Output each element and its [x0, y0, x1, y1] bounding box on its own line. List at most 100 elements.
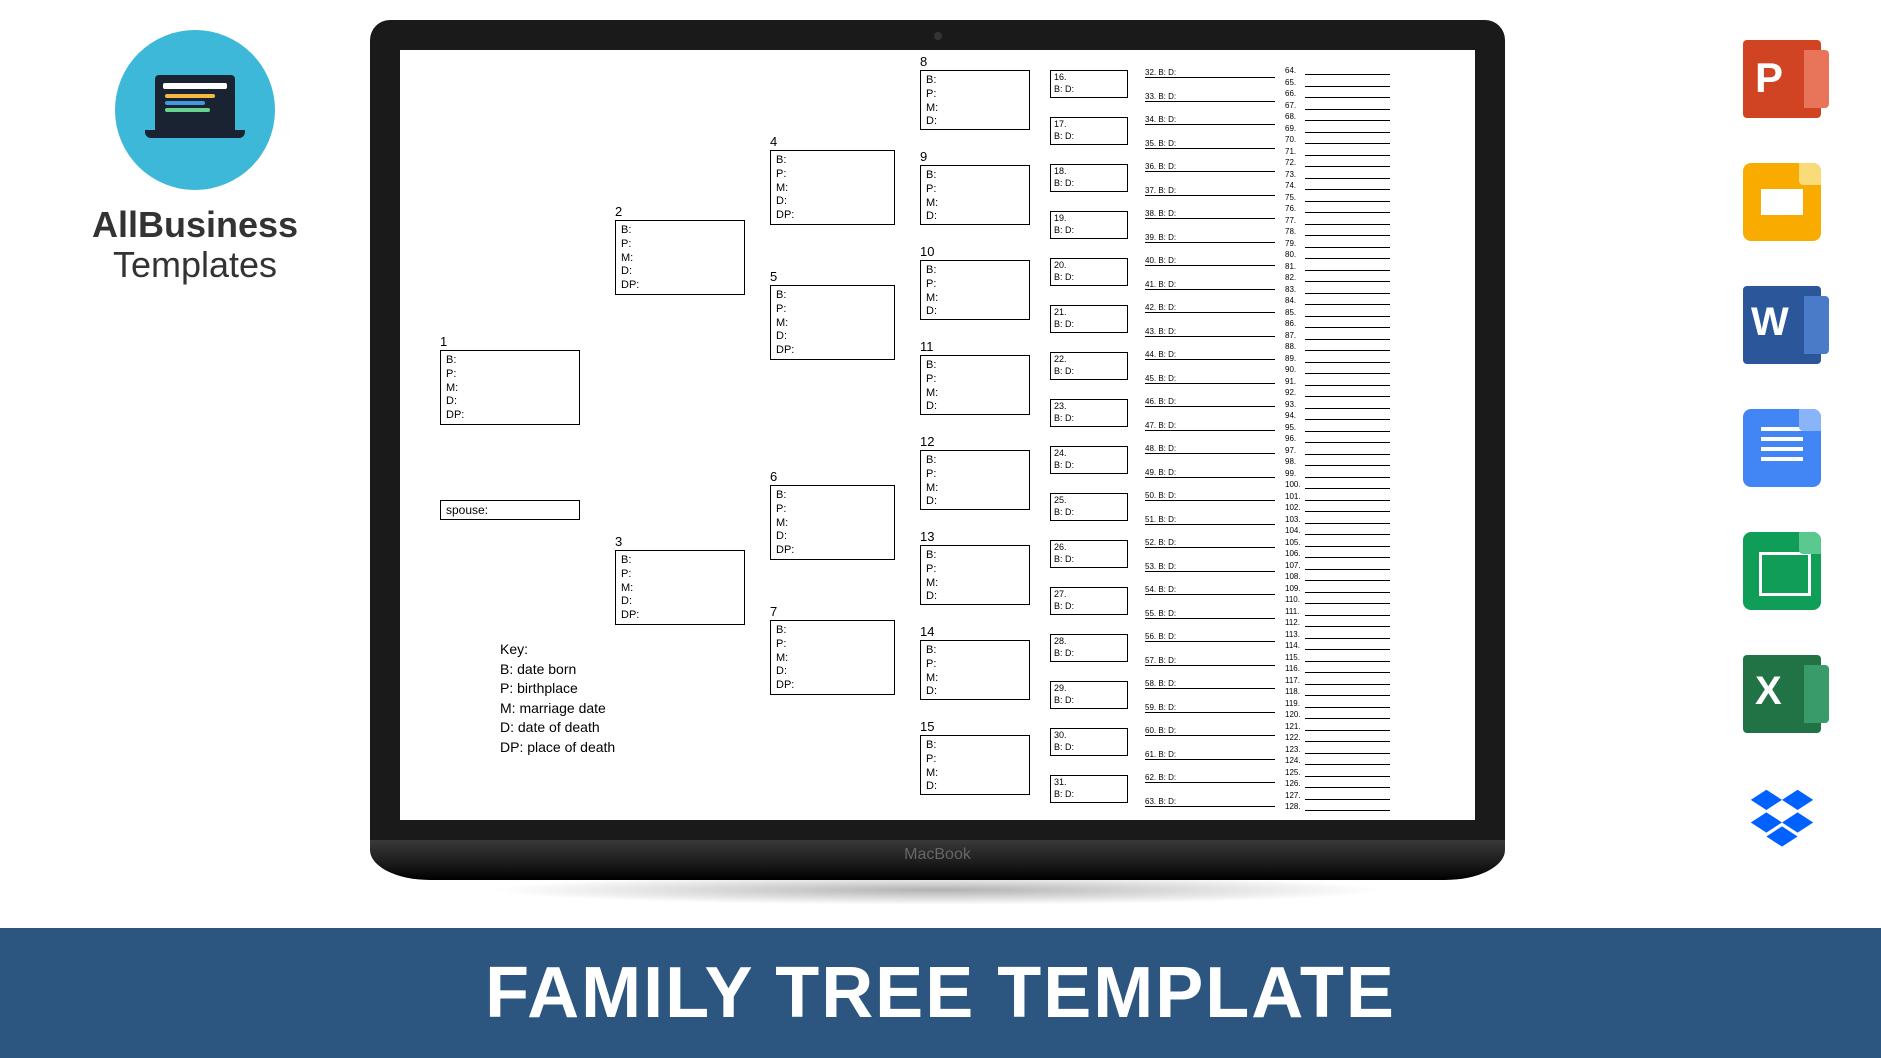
tree-gen7-number: 83. — [1285, 285, 1296, 294]
tree-gen7-line — [1305, 465, 1390, 466]
tree-node: B: P: M: D: DP: — [615, 550, 745, 625]
tree-gen7-line — [1305, 419, 1390, 420]
google-sheets-icon[interactable] — [1743, 532, 1821, 610]
tree-gen7-line — [1305, 546, 1390, 547]
tree-gen7-number: 96. — [1285, 434, 1296, 443]
tree-gen7-line — [1305, 327, 1390, 328]
tree-gen6-row: 48. B: D: — [1145, 444, 1275, 454]
logo-text: AllBusiness Templates — [80, 205, 310, 284]
powerpoint-icon[interactable] — [1743, 40, 1821, 118]
macbook-mockup: 1B: P: M: D: DP:spouse:2B: P: M: D: DP:3… — [370, 20, 1505, 905]
node-number: 15 — [920, 719, 934, 734]
tree-node-small: 23.B: D: — [1050, 399, 1128, 427]
tree-node: B: P: M: D: — [920, 735, 1030, 795]
tree-gen6-row: 47. B: D: — [1145, 421, 1275, 431]
tree-gen6-row: 35. B: D: — [1145, 139, 1275, 149]
tree-gen7-number: 101. — [1285, 492, 1301, 501]
tree-gen7-number: 109. — [1285, 584, 1301, 593]
google-slides-icon[interactable] — [1743, 163, 1821, 241]
tree-gen7-line — [1305, 672, 1390, 673]
tree-gen7-number: 122. — [1285, 733, 1301, 742]
tree-gen7-number: 81. — [1285, 262, 1296, 271]
tree-gen6-row: 50. B: D: — [1145, 491, 1275, 501]
title-banner: FAMILY TREE TEMPLATE — [0, 928, 1881, 1058]
tree-gen7-line — [1305, 166, 1390, 167]
tree-gen7-number: 127. — [1285, 791, 1301, 800]
tree-gen7-line — [1305, 143, 1390, 144]
tree-gen6-row: 34. B: D: — [1145, 115, 1275, 125]
tree-gen7-line — [1305, 523, 1390, 524]
tree-gen6-row: 39. B: D: — [1145, 233, 1275, 243]
tree-gen7-number: 75. — [1285, 193, 1296, 202]
tree-gen7-line — [1305, 534, 1390, 535]
tree-gen7-number: 115. — [1285, 653, 1300, 662]
tree-gen7-line — [1305, 270, 1390, 271]
tree-gen7-line — [1305, 408, 1390, 409]
screen-content: 1B: P: M: D: DP:spouse:2B: P: M: D: DP:3… — [400, 50, 1475, 820]
tree-gen7-number: 66. — [1285, 89, 1296, 98]
tree-gen7-line — [1305, 304, 1390, 305]
tree-node-small: 30.B: D: — [1050, 728, 1128, 756]
tree-gen7-number: 85. — [1285, 308, 1296, 317]
tree-gen6-row: 38. B: D: — [1145, 209, 1275, 219]
macbook-base: MacBook — [370, 840, 1505, 880]
node-number: 11 — [920, 339, 934, 354]
brand-logo: AllBusiness Templates — [80, 30, 310, 284]
tree-gen7-line — [1305, 350, 1390, 351]
node-number: 4 — [770, 134, 777, 149]
tree-node-small: 29.B: D: — [1050, 681, 1128, 709]
tree-gen6-row: 44. B: D: — [1145, 350, 1275, 360]
tree-gen7-number: 95. — [1285, 423, 1296, 432]
tree-node: B: P: M: D: DP: — [615, 220, 745, 295]
tree-gen7-number: 100. — [1285, 480, 1301, 489]
tree-gen6-row: 40. B: D: — [1145, 256, 1275, 266]
node-number: 14 — [920, 624, 934, 639]
tree-gen7-number: 79. — [1285, 239, 1296, 248]
tree-gen7-number: 93. — [1285, 400, 1296, 409]
tree-gen7-number: 124. — [1285, 756, 1301, 765]
tree-gen6-row: 55. B: D: — [1145, 609, 1275, 619]
tree-node: B: P: M: D: DP: — [770, 150, 895, 225]
tree-gen7-line — [1305, 189, 1390, 190]
node-number: 8 — [920, 54, 927, 69]
tree-node: B: P: M: D: — [920, 450, 1030, 510]
node-number: 2 — [615, 204, 622, 219]
node-number: 9 — [920, 149, 927, 164]
tree-gen7-line — [1305, 730, 1390, 731]
google-docs-icon[interactable] — [1743, 409, 1821, 487]
tree-node-small: 18.B: D: — [1050, 164, 1128, 192]
tree-gen7-line — [1305, 396, 1390, 397]
tree-gen7-line — [1305, 764, 1390, 765]
tree-gen7-number: 89. — [1285, 354, 1296, 363]
tree-gen6-row: 41. B: D: — [1145, 280, 1275, 290]
tree-gen7-line — [1305, 235, 1390, 236]
tree-gen7-line — [1305, 120, 1390, 121]
tree-gen7-line — [1305, 86, 1390, 87]
tree-gen7-line — [1305, 626, 1390, 627]
tree-gen6-row: 52. B: D: — [1145, 538, 1275, 548]
tree-gen7-line — [1305, 247, 1390, 248]
tree-node-small: 24.B: D: — [1050, 446, 1128, 474]
tree-gen7-number: 98. — [1285, 457, 1296, 466]
tree-gen7-line — [1305, 603, 1390, 604]
tree-gen7-number: 126. — [1285, 779, 1301, 788]
tree-gen7-line — [1305, 649, 1390, 650]
tree-node-small: 28.B: D: — [1050, 634, 1128, 662]
dropbox-icon[interactable] — [1743, 778, 1821, 856]
tree-gen7-number: 78. — [1285, 227, 1296, 236]
tree-gen7-number: 84. — [1285, 296, 1296, 305]
tree-node-small: 16.B: D: — [1050, 70, 1128, 98]
tree-gen7-line — [1305, 258, 1390, 259]
tree-gen6-row: 58. B: D: — [1145, 679, 1275, 689]
tree-node-small: 22.B: D: — [1050, 352, 1128, 380]
excel-icon[interactable] — [1743, 655, 1821, 733]
tree-gen6-row: 63. B: D: — [1145, 797, 1275, 807]
word-icon[interactable] — [1743, 286, 1821, 364]
tree-gen7-number: 92. — [1285, 388, 1296, 397]
tree-gen7-number: 91. — [1285, 377, 1296, 386]
tree-gen7-line — [1305, 442, 1390, 443]
node-number: 12 — [920, 434, 934, 449]
tree-gen7-number: 111. — [1285, 607, 1299, 616]
tree-gen7-line — [1305, 178, 1390, 179]
tree-gen7-line — [1305, 477, 1390, 478]
